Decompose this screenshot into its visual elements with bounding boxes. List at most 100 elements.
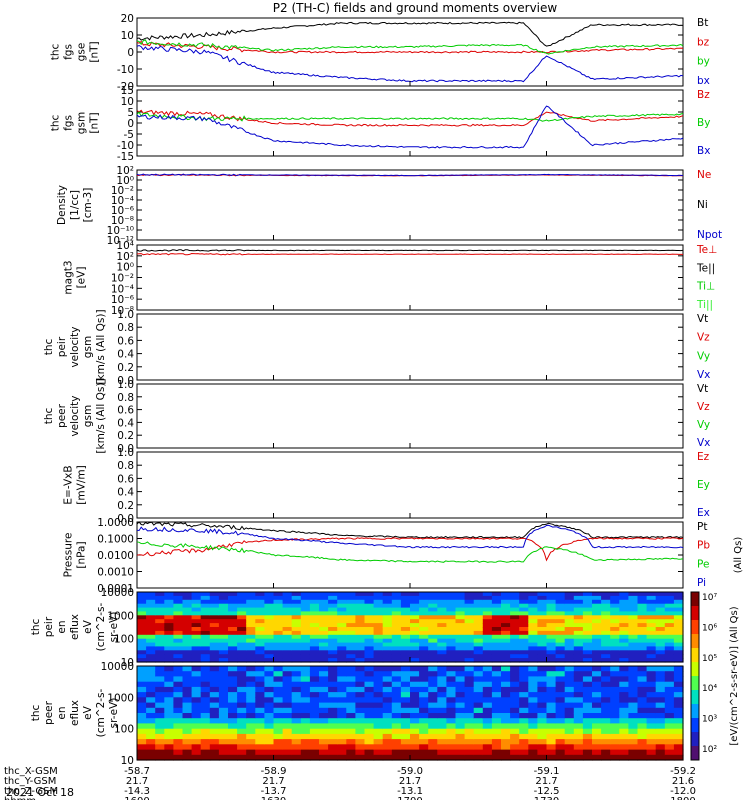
spectrogram-cell [655, 650, 666, 655]
spectrogram-cell [628, 595, 639, 601]
spectrogram-cell [491, 619, 502, 624]
spectrogram-cell [182, 654, 193, 659]
spectrogram-cell [573, 723, 584, 730]
spectrogram-cell [546, 611, 557, 616]
spectrogram-cell [300, 728, 311, 735]
spectrogram-cell [573, 681, 584, 688]
spectrogram-cell [664, 718, 675, 724]
spectrogram-cell [264, 686, 275, 693]
y-tick-label: 10 [121, 96, 134, 108]
spectrogram-cell [291, 646, 302, 651]
y-axis-label: eflux [69, 614, 81, 640]
spectrogram-cell [300, 744, 311, 751]
spectrogram-cell [228, 611, 238, 616]
spectrogram-cell [164, 723, 174, 730]
spectrogram-cell [637, 697, 648, 704]
spectrogram-cell [228, 634, 238, 640]
spectrogram-cell [364, 599, 375, 605]
spectrogram-cell [528, 615, 538, 620]
spectrogram-cell [510, 607, 520, 613]
spectrogram-cell [291, 728, 302, 735]
spectrogram-cell [464, 686, 475, 693]
spectrogram-cell [637, 718, 648, 724]
spectrogram-cell [364, 630, 375, 636]
spectrogram-cell [455, 630, 466, 636]
spectrogram-cell [482, 650, 493, 655]
spectrogram-cell [673, 611, 684, 616]
spectrogram-cell [382, 723, 393, 730]
spectrogram-cell [273, 607, 284, 613]
spectrogram-cell [646, 713, 657, 719]
spectrogram-cell [646, 754, 657, 761]
plot-title: P2 (TH-C) fields and ground moments over… [273, 1, 558, 15]
spectrogram-cell [337, 623, 347, 628]
spectrogram-cell [646, 627, 657, 632]
spectrogram-cell [164, 599, 174, 605]
spectrogram-cell [173, 592, 184, 597]
spectrogram-cell [428, 646, 438, 651]
spectrogram-cell [382, 681, 393, 688]
spectrogram-cell [637, 630, 648, 636]
spectrogram-cell [182, 595, 193, 601]
spectrogram-cell [592, 592, 602, 597]
spectrogram-cell [646, 686, 657, 693]
spectrogram-cell [619, 692, 629, 698]
spectrogram-cell [437, 592, 447, 597]
spectrogram-cell [619, 646, 629, 651]
spectrogram-cell [319, 692, 329, 698]
spectrogram-cell [291, 681, 302, 688]
spectrogram-cell [464, 646, 475, 651]
spectrogram-cell [146, 638, 156, 644]
spectrogram-cell [464, 634, 475, 640]
spectrogram-cell [482, 713, 493, 719]
spectrogram-cell [664, 671, 675, 677]
spectrogram-cell [246, 723, 256, 730]
spectrogram-cell [528, 686, 538, 693]
spectrogram-cell [155, 646, 165, 651]
spectrogram-cell [455, 599, 466, 605]
spectrogram-cell [501, 697, 511, 704]
spectrogram-cell [209, 702, 220, 709]
spectrogram-cell [646, 707, 657, 714]
spectrogram-cell [473, 754, 484, 761]
spectrogram-cell [255, 599, 265, 605]
y-axis-label: magt3 [63, 260, 75, 294]
spectrogram-cell [473, 592, 484, 597]
spectrogram-cell [573, 702, 584, 709]
spectrogram-cell [628, 607, 639, 613]
spectrogram-cell [628, 634, 639, 640]
spectrogram-cell [309, 646, 320, 651]
spectrogram-cell [209, 638, 220, 644]
spectrogram-cell [164, 713, 174, 719]
spectrogram-cell [182, 692, 193, 698]
spectrogram-cell [537, 638, 548, 644]
spectrogram-cell [664, 702, 675, 709]
spectrogram-cell [164, 595, 174, 601]
spectrogram-cell [646, 619, 657, 624]
spectrogram-cell [601, 671, 611, 677]
spectrogram-cell [155, 623, 165, 628]
spectrogram-cell [655, 646, 666, 651]
spectrogram-cell [246, 607, 256, 613]
spectrogram-cell [191, 607, 202, 613]
spectrogram-cell [400, 611, 411, 616]
spectrogram-cell [319, 671, 329, 677]
spectrogram-cell [182, 754, 193, 761]
spectrogram-cell [137, 623, 147, 628]
spectrogram-cell [473, 627, 484, 632]
spectrogram-cell [601, 718, 611, 724]
spectrogram-cell [191, 723, 202, 730]
spectrogram-cell [246, 744, 256, 751]
spectrogram-cell [382, 634, 393, 640]
spectrogram-cell [637, 634, 648, 640]
spectrogram-cell [555, 702, 566, 709]
spectrogram-cell [628, 646, 639, 651]
spectrogram-cell [510, 658, 520, 663]
colorbar-tick-label: 10⁶ [702, 623, 717, 633]
spectrogram-cell [546, 650, 557, 655]
panel-frame [136, 17, 684, 87]
spectrogram-cell [155, 692, 165, 698]
spectrogram-cell [237, 634, 247, 640]
spectrogram-cell [428, 671, 438, 677]
spectrogram-cell [346, 654, 356, 659]
